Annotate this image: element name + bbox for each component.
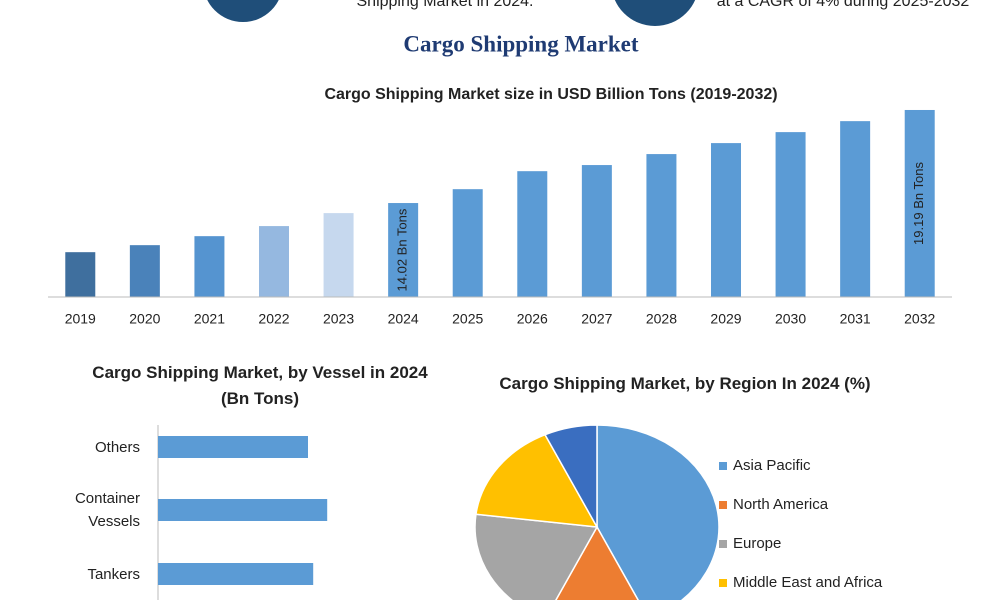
icon xyxy=(614,0,696,26)
legend-swatch xyxy=(719,501,727,509)
x-tick-label: 2029 xyxy=(710,311,741,327)
legend-label: Middle East and Africa xyxy=(733,574,883,591)
chart-title: Cargo Shipping Market size in USD Billio… xyxy=(324,86,777,103)
legend-label: Europe xyxy=(733,535,781,552)
bar xyxy=(452,189,483,297)
page-title: Cargo Shipping Market xyxy=(403,31,638,56)
x-tick-label: 2019 xyxy=(65,311,96,327)
y-tick-label: Others xyxy=(94,438,140,456)
x-tick-label: 2021 xyxy=(194,311,225,327)
legend-swatch xyxy=(719,540,727,548)
bar xyxy=(158,436,308,458)
bar xyxy=(158,499,328,521)
bar xyxy=(581,165,612,297)
bar xyxy=(323,213,354,297)
bar xyxy=(517,171,548,297)
legend-swatch xyxy=(719,579,727,587)
value-label: 14.02 Bn Tons xyxy=(395,208,410,291)
bar xyxy=(129,245,160,297)
x-tick-label: 2022 xyxy=(258,311,289,327)
icon xyxy=(207,0,279,22)
legend-label: North America xyxy=(733,496,829,513)
x-tick-label: 2030 xyxy=(775,311,806,327)
bar xyxy=(840,121,871,297)
bar xyxy=(65,252,96,297)
bar xyxy=(775,132,806,297)
bar xyxy=(194,236,225,297)
x-tick-label: 2032 xyxy=(904,311,935,327)
x-tick-label: 2023 xyxy=(323,311,354,327)
y-tick-label: Container Vessels xyxy=(74,490,140,530)
pie-slice xyxy=(543,424,598,530)
bar xyxy=(388,203,419,297)
stat-text: at a CAGR of 4% during 2025-2032 xyxy=(716,0,970,10)
stat-text: Shipping Market in 2024. xyxy=(357,0,534,10)
x-tick-label: 2026 xyxy=(517,311,548,327)
bar xyxy=(646,154,677,297)
x-tick-label: 2031 xyxy=(840,311,871,327)
pie-slice xyxy=(475,433,599,528)
x-tick-label: 2020 xyxy=(129,311,160,327)
legend-label: Asia Pacific xyxy=(733,457,811,474)
chart-title: Cargo Shipping Market, by Region In 2024… xyxy=(499,374,871,393)
bar xyxy=(158,563,314,585)
x-tick-label: 2027 xyxy=(581,311,612,327)
bar xyxy=(259,226,289,297)
value-label: 19.19 Bn Tons xyxy=(911,162,926,245)
legend-swatch xyxy=(719,462,727,470)
chart-title: Cargo Shipping Market, by Vessel in 2024… xyxy=(92,363,428,408)
x-tick-label: 2025 xyxy=(452,311,483,327)
pie-slice xyxy=(555,525,639,600)
x-tick-label: 2028 xyxy=(646,311,677,327)
x-tick-label: 2024 xyxy=(388,311,419,327)
pie-slice xyxy=(596,424,720,600)
bar xyxy=(904,109,935,297)
pie-slice xyxy=(474,513,599,600)
y-tick-label: Tankers xyxy=(87,565,140,583)
bar xyxy=(711,143,741,297)
